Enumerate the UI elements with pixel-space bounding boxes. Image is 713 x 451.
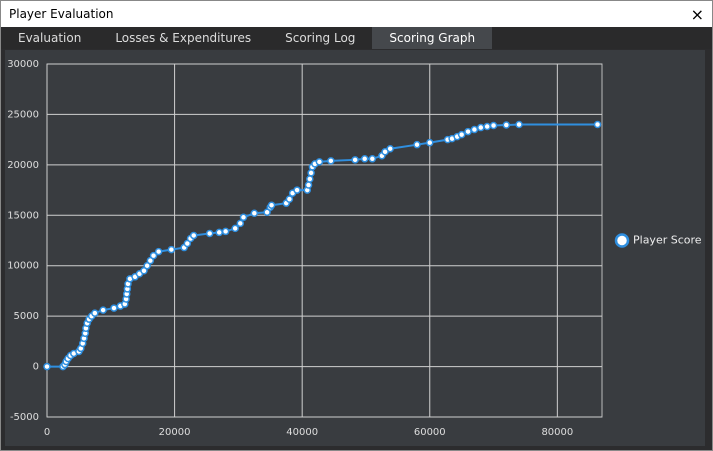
tab[interactable]: Scoring Log [285,31,356,45]
data-point [154,247,163,256]
data-point [267,201,276,209]
data-point [386,144,394,153]
data-point [205,229,214,238]
data-point [426,138,434,147]
data-point [91,309,99,317]
data-point [489,121,498,130]
x-tick-label: 20000 [159,427,191,438]
data-point [236,219,245,228]
tab[interactable]: Evaluation [18,31,82,45]
data-point [231,224,239,233]
x-tick-label: 0 [44,427,50,438]
close-button[interactable]: × [690,4,704,24]
data-point [464,127,472,136]
y-tick-label: 15000 [7,210,39,221]
data-point [183,239,192,248]
y-tick-label: 25000 [7,109,39,120]
y-tick-label: 5000 [14,311,39,322]
data-point [477,123,485,132]
y-tick-label: 0 [33,362,39,373]
chart: -5000 0 5000 10000 15000 20000 25000 30000 0 2000… [5,50,705,446]
data-point [515,120,523,129]
data-point [306,175,314,183]
data-point [351,156,359,164]
data-point [413,140,421,149]
data-point [43,362,51,371]
data-point [110,304,118,312]
data-point [140,267,148,275]
chart-background [5,50,705,446]
data-point [327,157,335,165]
y-tick-label: 10000 [7,261,39,272]
data-point [315,158,324,166]
legend-label: Player Score [633,234,702,247]
x-tick-label: 80000 [541,427,573,438]
tab-bar: Evaluation Losses & Expenditures Scoring L… [1,27,712,49]
tab[interactable]: Losses & Expenditures [115,31,252,45]
data-point [470,125,479,134]
data-point [239,213,248,222]
data-point [483,122,491,131]
data-point [360,155,369,163]
data-point [368,155,377,163]
y-tick-label: 20000 [7,160,39,171]
data-point [143,261,151,270]
data-point [293,186,301,194]
data-point [593,120,602,129]
tab[interactable]: Scoring Graph [372,27,493,49]
data-point [149,251,158,260]
data-point [263,208,271,217]
y-tick-label: 30000 [7,59,39,70]
x-tick-label: 60000 [414,427,446,438]
data-point [167,245,176,254]
data-point [285,195,294,203]
data-point [307,169,315,177]
data-point [304,181,313,189]
window-title: Player Evaluation [9,7,114,21]
data-point [221,227,230,236]
data-point [99,306,107,314]
data-point [250,209,259,218]
data-point [502,121,511,129]
data-point [457,130,466,139]
data-point [189,231,198,240]
data-point [215,228,223,237]
title-bar: Player Evaluation × [1,1,712,27]
data-point [146,256,155,265]
y-tick-label: -5000 [10,412,39,423]
x-tick-label: 40000 [286,427,318,438]
legend-marker [614,233,630,248]
